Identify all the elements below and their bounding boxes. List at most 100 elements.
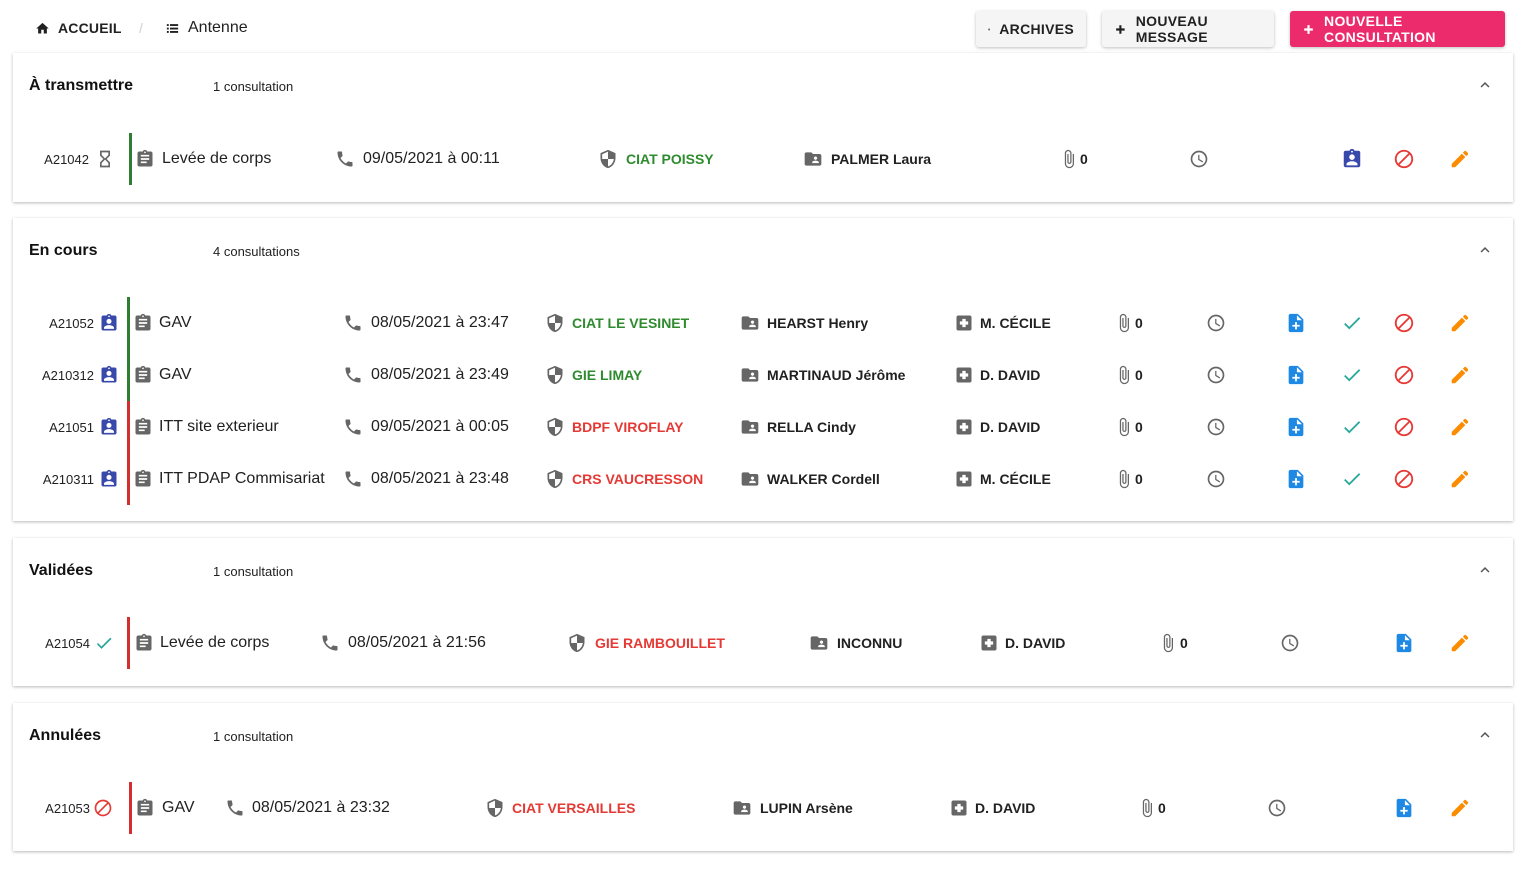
phone-icon-svg xyxy=(343,469,363,489)
consultation-row[interactable]: A21054 Levée de corps 08/05/2021 à 21:56 GI… xyxy=(13,617,1513,669)
edit-button[interactable] xyxy=(1449,297,1471,349)
cancel-button[interactable] xyxy=(1393,453,1415,505)
status-bar xyxy=(127,401,130,453)
new-message-button[interactable]: NOUVEAU MESSAGE xyxy=(1102,11,1274,47)
consultation-row[interactable]: A21051 ITT site exterieur 09/05/2021 à 00:… xyxy=(13,401,1513,453)
add-document-button[interactable] xyxy=(1393,782,1415,834)
note-add-icon xyxy=(1393,797,1415,819)
history-button[interactable] xyxy=(1206,297,1226,349)
clock-icon xyxy=(1280,633,1300,653)
history-button[interactable] xyxy=(1206,349,1226,401)
add-document-button[interactable] xyxy=(1285,453,1307,505)
history-button[interactable] xyxy=(1267,782,1287,834)
badge-icon-svg xyxy=(99,469,119,489)
medical-icon-svg xyxy=(954,365,974,385)
edit-button[interactable] xyxy=(1449,401,1471,453)
consultation-row[interactable]: A21053 GAV 08/05/2021 à 23:32 CIAT VERSAILL… xyxy=(13,782,1513,834)
patient-name: HEARST Henry xyxy=(767,315,869,331)
check-icon xyxy=(1341,364,1363,386)
collapse-toggle[interactable] xyxy=(1476,241,1494,259)
clipboard-icon-svg xyxy=(135,149,155,169)
patient-name: PALMER Laura xyxy=(831,151,932,167)
consultation-row[interactable]: A21042 Levée de corps 09/05/2021 à 00:11 CI… xyxy=(13,133,1513,185)
badge-icon xyxy=(99,453,119,505)
cancel-button[interactable] xyxy=(1393,349,1415,401)
add-document-button[interactable] xyxy=(1285,349,1307,401)
edit-button[interactable] xyxy=(1449,133,1471,185)
archives-button[interactable]: ARCHIVES xyxy=(976,11,1086,47)
attachment-icon xyxy=(1137,782,1157,834)
history-button[interactable] xyxy=(1206,453,1226,505)
consultation-row[interactable]: A210311 ITT PDAP Commisariat 08/05/2021 à … xyxy=(13,453,1513,505)
shield-icon xyxy=(598,133,618,185)
shield-icon-svg xyxy=(598,149,618,169)
history-button[interactable] xyxy=(1280,617,1300,669)
breadcrumb-home[interactable]: ACCUEIL xyxy=(35,18,122,38)
patient-name: RELLA Cindy xyxy=(767,419,856,435)
edit-button[interactable] xyxy=(1449,349,1471,401)
consultation-id: A21054 xyxy=(45,635,90,651)
collapse-toggle[interactable] xyxy=(1476,726,1494,744)
consultation-datetime: 09/05/2021 à 00:05 xyxy=(371,418,509,435)
consultation-id: A21042 xyxy=(44,151,89,167)
medical-icon-svg xyxy=(979,633,999,653)
new-consultation-button[interactable]: NOUVELLE CONSULTATION xyxy=(1290,11,1505,47)
attachment-icon xyxy=(1059,133,1079,185)
patient-name: LUPIN Arsène xyxy=(760,800,853,816)
folder-person-icon xyxy=(740,401,760,453)
clock-icon xyxy=(1206,365,1226,385)
attachment-icon xyxy=(1114,401,1134,453)
assign-button[interactable] xyxy=(1341,133,1363,185)
cancel-button[interactable] xyxy=(1393,133,1415,185)
phone-icon xyxy=(343,401,363,453)
validate-button[interactable] xyxy=(1341,453,1363,505)
cancel-button[interactable] xyxy=(1393,401,1415,453)
validate-button[interactable] xyxy=(1341,297,1363,349)
badge-icon-svg xyxy=(99,365,119,385)
medical-icon-svg xyxy=(954,469,974,489)
folder-person-icon-svg xyxy=(732,798,752,818)
validate-button[interactable] xyxy=(1341,401,1363,453)
badge-icon xyxy=(1341,148,1363,170)
consultation-datetime: 08/05/2021 à 23:32 xyxy=(252,799,390,816)
pencil-icon xyxy=(1449,797,1471,819)
consultation-datetime: 08/05/2021 à 23:49 xyxy=(371,366,509,383)
doctor-name: D. DAVID xyxy=(980,367,1041,383)
medical-icon xyxy=(954,453,974,505)
consultation-type: GAV xyxy=(159,314,192,331)
collapse-toggle[interactable] xyxy=(1476,561,1494,579)
consultation-type: ITT site exterieur xyxy=(159,418,279,435)
new-consultation-button-label: NOUVELLE CONSULTATION xyxy=(1324,13,1436,45)
history-button[interactable] xyxy=(1189,133,1209,185)
doctor-name: M. CÉCILE xyxy=(980,315,1051,331)
blocked-icon-svg xyxy=(93,798,113,818)
consultation-row[interactable]: A210312 GAV 08/05/2021 à 23:49 GIE LIMAY MAR… xyxy=(13,349,1513,401)
attachment-icon xyxy=(1158,617,1178,669)
shield-icon xyxy=(545,453,565,505)
folder-person-icon-svg xyxy=(740,469,760,489)
patient-name: WALKER Cordell xyxy=(767,471,880,487)
patient-name: INCONNU xyxy=(837,635,903,651)
add-document-button[interactable] xyxy=(1285,401,1307,453)
check-icon-svg xyxy=(94,633,114,653)
cancel-button[interactable] xyxy=(1393,297,1415,349)
consultation-type: GAV xyxy=(159,366,192,383)
add-document-button[interactable] xyxy=(1285,297,1307,349)
note-add-icon xyxy=(1285,468,1307,490)
check-icon xyxy=(1341,416,1363,438)
edit-button[interactable] xyxy=(1449,617,1471,669)
validate-button[interactable] xyxy=(1341,349,1363,401)
shield-icon-svg xyxy=(545,469,565,489)
hourglass-icon xyxy=(95,133,115,185)
consultation-row[interactable]: A21052 GAV 08/05/2021 à 23:47 CIAT LE VESIN… xyxy=(13,297,1513,349)
blocked-icon xyxy=(1393,416,1415,438)
add-document-button[interactable] xyxy=(1393,617,1415,669)
section-title: En cours xyxy=(29,242,98,259)
edit-button[interactable] xyxy=(1449,782,1471,834)
plus-icon xyxy=(1114,22,1127,37)
attachment-icon-svg xyxy=(1114,469,1134,489)
home-icon xyxy=(35,21,50,36)
edit-button[interactable] xyxy=(1449,453,1471,505)
history-button[interactable] xyxy=(1206,401,1226,453)
collapse-toggle[interactable] xyxy=(1476,76,1494,94)
